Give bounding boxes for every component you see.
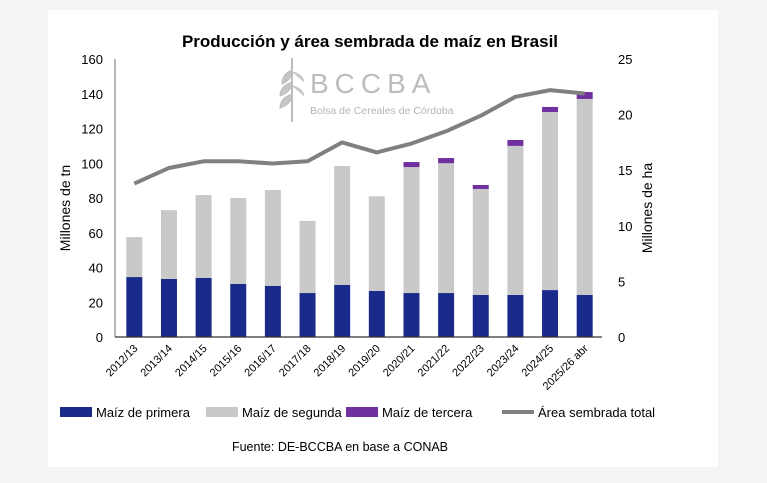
source-note: Fuente: DE-BCCBA en base a CONAB bbox=[232, 440, 448, 454]
y2-tick-label: 20 bbox=[618, 108, 632, 123]
y2-tick-label: 5 bbox=[618, 274, 625, 289]
y2-tick-label: 25 bbox=[618, 52, 632, 67]
bar-maíz-de-primera bbox=[126, 277, 143, 337]
bar-maíz-de-primera bbox=[438, 293, 455, 337]
bar-maíz-de-segunda bbox=[368, 196, 385, 291]
legend-label: Maíz de tercera bbox=[382, 405, 473, 420]
bar-maíz-de-primera bbox=[334, 284, 351, 337]
bar-maíz-de-tercera bbox=[507, 139, 524, 146]
bar-maíz-de-segunda bbox=[576, 98, 593, 295]
bar-maíz-de-segunda bbox=[230, 198, 247, 285]
y-tick-label: 140 bbox=[81, 87, 103, 102]
bar-maíz-de-tercera bbox=[438, 158, 455, 164]
bar-maíz-de-tercera bbox=[472, 184, 489, 189]
x-tick-label: 2023/24 bbox=[485, 343, 522, 380]
x-tick-label: 2015/16 bbox=[208, 343, 245, 380]
y-tick-label: 100 bbox=[81, 156, 103, 171]
y-tick-label: 40 bbox=[89, 261, 103, 276]
bar-maíz-de-primera bbox=[472, 294, 489, 337]
bar-maíz-de-primera bbox=[403, 293, 420, 337]
x-tick-label: 2021/22 bbox=[416, 343, 453, 380]
bar-maíz-de-primera bbox=[507, 294, 524, 337]
bar-maíz-de-segunda bbox=[438, 163, 455, 294]
bar-maíz-de-segunda bbox=[299, 220, 316, 294]
chart: Producción y área sembrada de maíz en Br… bbox=[57, 32, 655, 454]
bar-maíz-de-primera bbox=[160, 278, 177, 337]
y-tick-label: 60 bbox=[89, 226, 103, 241]
bar-maíz-de-segunda bbox=[472, 188, 489, 295]
bar-maíz-de-tercera bbox=[576, 92, 593, 99]
legend-label: Maíz de segunda bbox=[242, 405, 343, 420]
bar-maíz-de-segunda bbox=[507, 145, 524, 295]
legend-swatch bbox=[60, 407, 92, 417]
bar-maíz-de-tercera bbox=[542, 106, 559, 112]
line-area-sembrada bbox=[133, 88, 585, 186]
bar-maíz-de-primera bbox=[576, 294, 593, 337]
bar-maíz-de-primera bbox=[368, 290, 385, 337]
svg-text:BCCBA: BCCBA bbox=[310, 68, 436, 99]
chart-title: Producción y área sembrada de maíz en Br… bbox=[182, 32, 558, 51]
legend-swatch bbox=[346, 407, 378, 417]
y-tick-label: 0 bbox=[96, 330, 103, 345]
bar-maíz-de-segunda bbox=[542, 111, 559, 291]
bar-maíz-de-primera bbox=[230, 284, 247, 337]
bar-maíz-de-tercera bbox=[403, 162, 420, 168]
bar-maíz-de-segunda bbox=[264, 190, 281, 286]
y-tick-label: 20 bbox=[89, 295, 103, 310]
x-tick-label: 2018/19 bbox=[312, 343, 349, 380]
bar-maíz-de-primera bbox=[542, 290, 559, 337]
legend-label: Área sembrada total bbox=[538, 405, 655, 420]
bar-maíz-de-segunda bbox=[126, 237, 143, 278]
chart-card: Producción y área sembrada de maíz en Br… bbox=[48, 10, 718, 467]
x-tick-label: 2016/17 bbox=[242, 343, 279, 380]
bar-maíz-de-segunda bbox=[195, 195, 212, 278]
legend-label: Maíz de primera bbox=[96, 405, 191, 420]
y2-axis-label: Millones de ha bbox=[639, 163, 655, 253]
y-axis-label: Millones de tn bbox=[57, 165, 73, 251]
y2-tick-label: 10 bbox=[618, 219, 632, 234]
bccba-logo: BCCBA Bolsa de Cereales de Córdoba bbox=[279, 58, 454, 122]
x-tick-label: 2019/20 bbox=[346, 343, 383, 380]
bar-maíz-de-primera bbox=[195, 277, 212, 337]
legend-swatch bbox=[206, 407, 238, 417]
x-tick-label: 2014/15 bbox=[173, 343, 210, 380]
x-tick-label: 2013/14 bbox=[138, 343, 175, 380]
x-tick-label: 2012/13 bbox=[104, 343, 141, 380]
bar-maíz-de-segunda bbox=[334, 166, 351, 285]
bar-maíz-de-segunda bbox=[160, 210, 177, 279]
x-tick-label: 2020/21 bbox=[381, 343, 418, 380]
x-tick-label: 2017/18 bbox=[277, 343, 314, 380]
bar-maíz-de-primera bbox=[264, 285, 281, 337]
svg-text:Bolsa de Cereales de Córdoba: Bolsa de Cereales de Córdoba bbox=[310, 105, 454, 117]
y2-tick-label: 15 bbox=[618, 163, 632, 178]
y-tick-label: 160 bbox=[81, 52, 103, 67]
bar-maíz-de-primera bbox=[299, 293, 316, 337]
y2-tick-label: 0 bbox=[618, 330, 625, 345]
x-tick-label: 2022/23 bbox=[450, 343, 487, 380]
bar-maíz-de-segunda bbox=[403, 167, 420, 294]
y-tick-label: 120 bbox=[81, 122, 103, 137]
legend: Maíz de primera Maíz de segunda Maíz de te… bbox=[60, 405, 655, 420]
y-tick-label: 80 bbox=[89, 191, 103, 206]
